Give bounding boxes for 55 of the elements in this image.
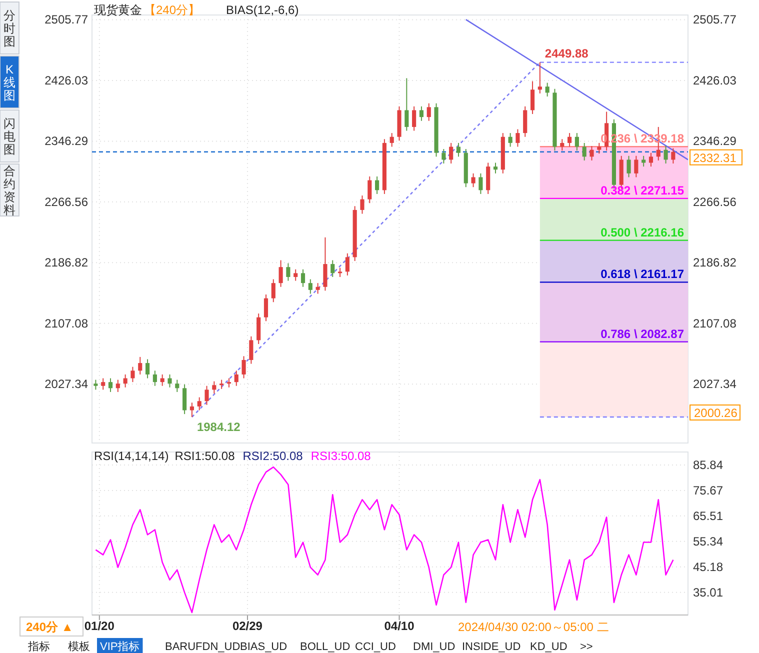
- y-tick-label: 2186.82: [44, 256, 88, 270]
- y2-tick-label: 2346.29: [693, 134, 737, 148]
- text: BOLL_UD: [300, 641, 350, 653]
- chart-title: RSI(14,14,14): [94, 449, 169, 463]
- y2-tick-label: 35.01: [693, 585, 724, 600]
- y2-tick-label: 55.34: [693, 534, 724, 548]
- text: RSI3:50.08: [310, 449, 372, 463]
- text: 指标: [27, 641, 50, 653]
- text: >>: [580, 641, 593, 653]
- x-tick-label: 04/10: [384, 619, 415, 633]
- text: 合约资料: [4, 164, 16, 217]
- y2-tick-label: 2027.34: [693, 377, 737, 392]
- ref-line-label: 0.382 \ 2271.15: [600, 183, 684, 198]
- text: 模板: [68, 641, 90, 653]
- text: 分时图: [4, 8, 16, 48]
- text: 2024/04/30 02:00～05:00 二: [458, 620, 609, 634]
- ref-line-label: 0.786 \ 2082.87: [600, 326, 684, 341]
- text: BIAS_UD: [240, 641, 288, 653]
- x-tick-label: 02/29: [232, 619, 263, 633]
- y-tick-label: 2027.34: [44, 377, 88, 392]
- y2-tick-label: 2107.08: [693, 316, 737, 330]
- text: 2000.26: [694, 406, 738, 420]
- y-tick-label: 2266.56: [44, 194, 88, 209]
- y-tick-label: 2346.29: [44, 134, 88, 148]
- text: KD_UD: [530, 641, 568, 653]
- text: DMI_UD: [413, 641, 456, 653]
- x-tick-label: 01/20: [84, 619, 115, 633]
- annotation: RSI1:50.08: [174, 449, 236, 463]
- text: 240分 ▲: [26, 620, 74, 634]
- annotation: 2449.88: [544, 46, 589, 60]
- y2-tick-label: 65.51: [693, 508, 724, 523]
- chart-title: 现货黄金: [94, 3, 142, 17]
- y2-tick-label: 45.18: [693, 560, 724, 574]
- ref-line-label: 0.618 \ 2161.17: [600, 267, 684, 282]
- ref-line-label: 0.500 \ 2216.16: [600, 225, 684, 240]
- y-tick-label: 2107.08: [44, 316, 88, 330]
- text: CCI_UD: [355, 641, 396, 653]
- text: K线图: [4, 62, 16, 102]
- y2-tick-label: 2266.56: [693, 194, 737, 209]
- text: 闪电图: [4, 116, 16, 156]
- y2-tick-label: 2505.77: [693, 12, 737, 27]
- chart-subtitle: 【240分】: [144, 3, 200, 17]
- annotation: 1984.12: [196, 420, 241, 434]
- annotation: BIAS(12,-6,6): [226, 3, 299, 17]
- y2-tick-label: 2186.82: [693, 256, 737, 270]
- annotation: RSI2:50.08: [242, 449, 304, 463]
- ref-line-label: 2332.31: [693, 150, 737, 165]
- text: BARUFDN_UD: [165, 641, 240, 653]
- y2-tick-label: 85.84: [693, 458, 724, 472]
- y2-tick-label: 75.67: [693, 483, 724, 498]
- y-tick-label: 2426.03: [44, 73, 88, 88]
- text: INSIDE_UD: [462, 641, 521, 653]
- y-tick-label: 2505.77: [44, 12, 88, 27]
- y2-tick-label: 2426.03: [693, 73, 737, 88]
- text: VIP指标: [100, 641, 140, 653]
